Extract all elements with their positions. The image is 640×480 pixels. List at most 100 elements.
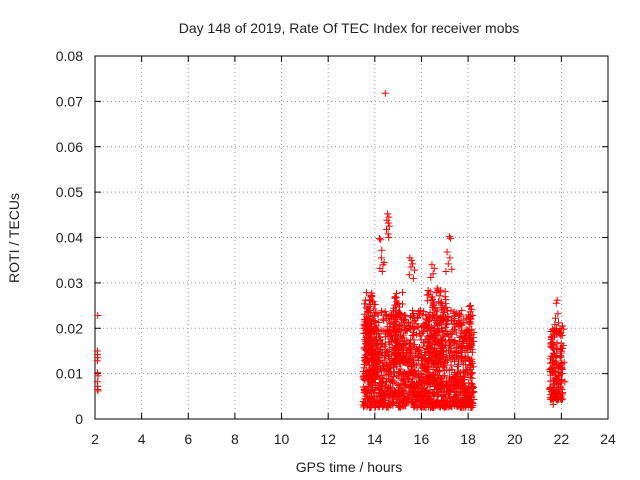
data-point — [411, 340, 419, 348]
data-point — [429, 270, 437, 278]
data-point — [454, 384, 462, 392]
data-point — [465, 399, 473, 407]
data-point — [407, 263, 415, 271]
data-point — [398, 334, 406, 342]
data-point — [397, 320, 405, 328]
data-point — [408, 363, 416, 371]
data-point — [361, 300, 369, 308]
data-point — [467, 370, 475, 378]
data-point — [466, 366, 474, 374]
data-point — [466, 373, 474, 381]
data-point — [412, 371, 420, 379]
data-point — [429, 299, 437, 307]
data-point — [466, 313, 474, 321]
x-tick-label: 6 — [184, 431, 192, 447]
x-tick-label: 22 — [554, 431, 570, 447]
data-point — [373, 340, 381, 348]
data-point — [366, 297, 374, 305]
data-point — [378, 268, 386, 276]
data-point — [457, 343, 465, 351]
data-points — [93, 89, 569, 412]
data-point — [392, 344, 400, 352]
data-point — [393, 339, 401, 347]
data-point — [548, 369, 556, 377]
x-tick-label: 4 — [138, 431, 146, 447]
data-point — [427, 372, 435, 380]
data-point — [397, 365, 405, 373]
data-point — [437, 286, 445, 294]
data-point — [391, 349, 399, 357]
data-point — [430, 311, 438, 319]
data-point — [441, 356, 449, 364]
data-point — [366, 365, 374, 373]
data-point — [444, 260, 452, 268]
data-point — [384, 219, 392, 227]
data-point — [461, 382, 469, 390]
data-point — [368, 374, 376, 382]
data-point — [438, 306, 446, 314]
data-point — [409, 397, 417, 405]
data-point — [444, 329, 452, 337]
data-point — [464, 326, 472, 334]
data-point — [426, 383, 434, 391]
data-point — [550, 327, 558, 335]
data-point — [469, 383, 477, 391]
data-point — [368, 289, 376, 297]
data-point — [546, 367, 554, 375]
data-point — [375, 319, 383, 327]
x-tick-label: 24 — [600, 431, 616, 447]
data-point — [556, 394, 564, 402]
data-point — [447, 306, 455, 314]
data-point — [367, 324, 375, 332]
y-tick-label: 0.02 — [56, 320, 83, 336]
data-point — [456, 333, 464, 341]
data-point — [399, 288, 407, 296]
data-point — [554, 310, 562, 318]
y-tick-label: 0 — [75, 411, 83, 427]
data-point — [550, 331, 558, 339]
data-point — [425, 356, 433, 364]
data-point — [94, 372, 102, 380]
data-point — [456, 320, 464, 328]
data-point — [447, 361, 455, 369]
data-point — [404, 360, 412, 368]
data-point — [558, 376, 566, 384]
data-point — [440, 396, 448, 404]
data-point — [460, 384, 468, 392]
data-point — [377, 236, 385, 244]
data-point — [419, 328, 427, 336]
data-point — [385, 326, 393, 334]
data-point — [410, 310, 418, 318]
data-point — [450, 353, 458, 361]
data-point — [395, 308, 403, 316]
data-point — [458, 306, 466, 314]
data-point — [440, 362, 448, 370]
data-point — [443, 366, 451, 374]
data-point — [363, 390, 371, 398]
data-point — [413, 385, 421, 393]
data-point — [454, 367, 462, 375]
data-point — [468, 330, 476, 338]
data-point — [371, 309, 379, 317]
data-point — [386, 364, 394, 372]
data-point — [438, 336, 446, 344]
data-point — [445, 373, 453, 381]
data-point — [439, 363, 447, 371]
data-point — [367, 292, 375, 300]
data-point — [457, 390, 465, 398]
data-point — [458, 327, 466, 335]
data-point — [374, 400, 382, 408]
data-point — [450, 370, 458, 378]
data-point — [401, 369, 409, 377]
data-point — [442, 328, 450, 335]
data-point — [553, 391, 561, 399]
data-point — [468, 341, 476, 349]
data-point — [436, 374, 444, 382]
data-point — [437, 315, 445, 323]
data-point — [465, 343, 473, 351]
data-point — [435, 314, 443, 322]
data-point — [383, 378, 391, 386]
data-point — [361, 318, 369, 326]
data-point — [365, 331, 373, 339]
